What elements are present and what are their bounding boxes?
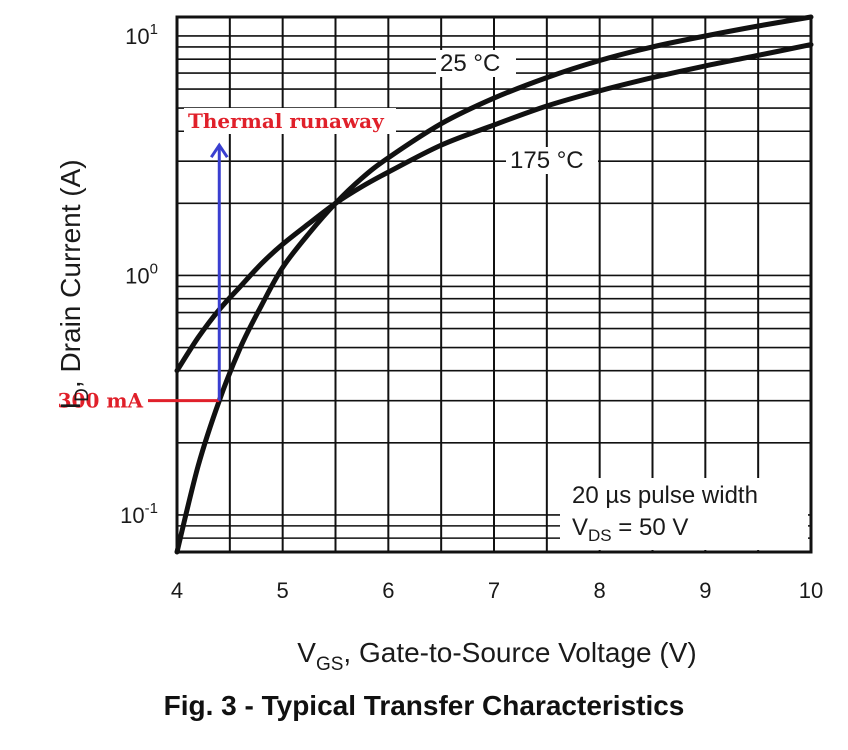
y-tick-label: 101 [125, 21, 158, 49]
series-label-175c: 175 °C [510, 147, 584, 174]
thermal-runaway-arrowhead [210, 142, 229, 158]
series-line-25c [174, 14, 814, 555]
thermal-runaway-label: Thermal runaway [188, 109, 385, 133]
y-tick-base: 10 [120, 503, 144, 528]
y-tick-label: 100 [125, 260, 158, 288]
label-background [436, 50, 516, 77]
300ma-marker-label: 300 mA [58, 389, 144, 413]
notes-background [560, 478, 808, 550]
x-tick-label: 7 [488, 578, 500, 603]
x-tick-label: 9 [699, 578, 711, 603]
figure-caption: Fig. 3 - Typical Transfer Characteristic… [163, 690, 685, 721]
vds-note-main: V [572, 514, 588, 541]
x-tick-label: 8 [594, 578, 606, 603]
vds-note-sub: DS [588, 526, 612, 545]
x-tick-label: 5 [277, 578, 289, 603]
y-axis-label-sub: D [72, 388, 93, 402]
plot-frame [175, 15, 813, 554]
series-label-25c: 25 °C [440, 50, 500, 77]
y-tick-label: 10-1 [120, 500, 158, 528]
y-axis-label-main: I [55, 402, 86, 410]
runaway-label-background [184, 108, 396, 134]
series-group [174, 14, 814, 555]
vds-note: VDS = 50 V [572, 514, 688, 545]
y-axis-label-rest: , Drain Current (A) [55, 159, 86, 388]
label-background [506, 147, 598, 174]
x-tick-label: 4 [171, 578, 183, 603]
y-tick-base: 10 [125, 263, 149, 288]
series-line-175c [174, 42, 814, 374]
vds-note-rest: = 50 V [612, 514, 689, 541]
y-axis-label: ID, Drain Current (A) [55, 159, 93, 409]
x-tick-label: 10 [799, 578, 823, 603]
x-tick-label: 6 [382, 578, 394, 603]
y-tick-base: 10 [125, 24, 149, 49]
x-axis-label-sub: GS [316, 654, 343, 675]
y-tick-exponent: 0 [150, 260, 158, 277]
y-tick-exponent: 1 [150, 21, 158, 38]
pulse-width-note: 20 µs pulse width [572, 482, 758, 509]
y-tick-exponent: -1 [145, 500, 158, 517]
x-axis-label: VGS, Gate-to-Source Voltage (V) [297, 637, 696, 675]
x-axis-label-rest: , Gate-to-Source Voltage (V) [343, 637, 696, 668]
x-axis-label-main: V [297, 637, 316, 668]
